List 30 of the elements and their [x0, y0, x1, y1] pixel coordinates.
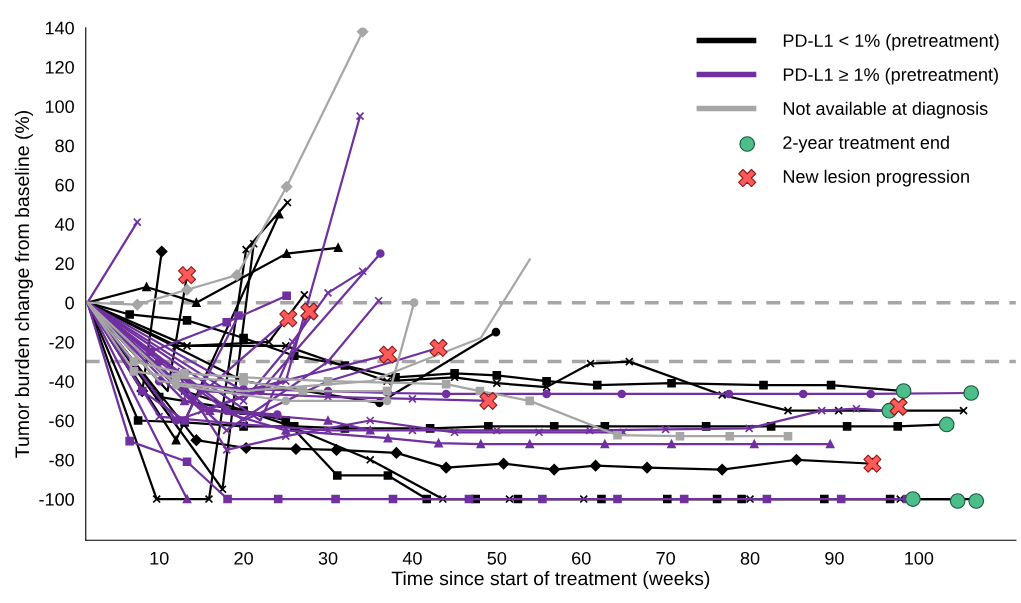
x-tick-label: 40	[402, 551, 422, 565]
x-tick-label: 50	[487, 551, 507, 565]
y-axis-title: Tumor burden change from baseline (%)	[14, 111, 33, 458]
y-tick-label: 40	[54, 218, 74, 231]
y-tick-label: 60	[55, 178, 74, 192]
x-tick-label: 10	[150, 551, 169, 565]
x-tick-label: 100	[905, 551, 934, 565]
x-tick-label: 70	[656, 551, 675, 565]
y-tick-label: -60	[49, 414, 74, 428]
y-tick-label: 100	[45, 100, 74, 114]
x-tick-label: 60	[572, 551, 591, 565]
y-tick-label: -100	[39, 492, 74, 506]
legend-label: 2-year treatment end	[783, 135, 949, 153]
y-tick-label: 0	[65, 296, 74, 310]
y-tick-label: -20	[49, 335, 74, 349]
legend-label: Not available at diagnosis	[783, 101, 988, 119]
x-tick-label: 30	[318, 551, 338, 565]
y-tick-label: 120	[45, 60, 74, 74]
x-axis-title: Time since start of treatment (weeks)	[391, 571, 710, 590]
y-tick-label: 80	[55, 139, 74, 153]
legend-label: PD-L1 < 1% (pretreatment)	[783, 33, 999, 51]
x-tick-label: 90	[825, 551, 844, 565]
y-tick-label: -40	[49, 375, 74, 388]
y-tick-label: -80	[49, 453, 74, 467]
x-tick-label: 80	[740, 551, 760, 565]
y-tick-label: 140	[45, 21, 74, 35]
y-tick-label: 20	[55, 257, 74, 271]
legend-label: PD-L1 ≥ 1% (pretreatment)	[783, 67, 998, 85]
x-tick-label: 20	[234, 551, 253, 565]
legend-label: New lesion progression	[783, 169, 969, 187]
